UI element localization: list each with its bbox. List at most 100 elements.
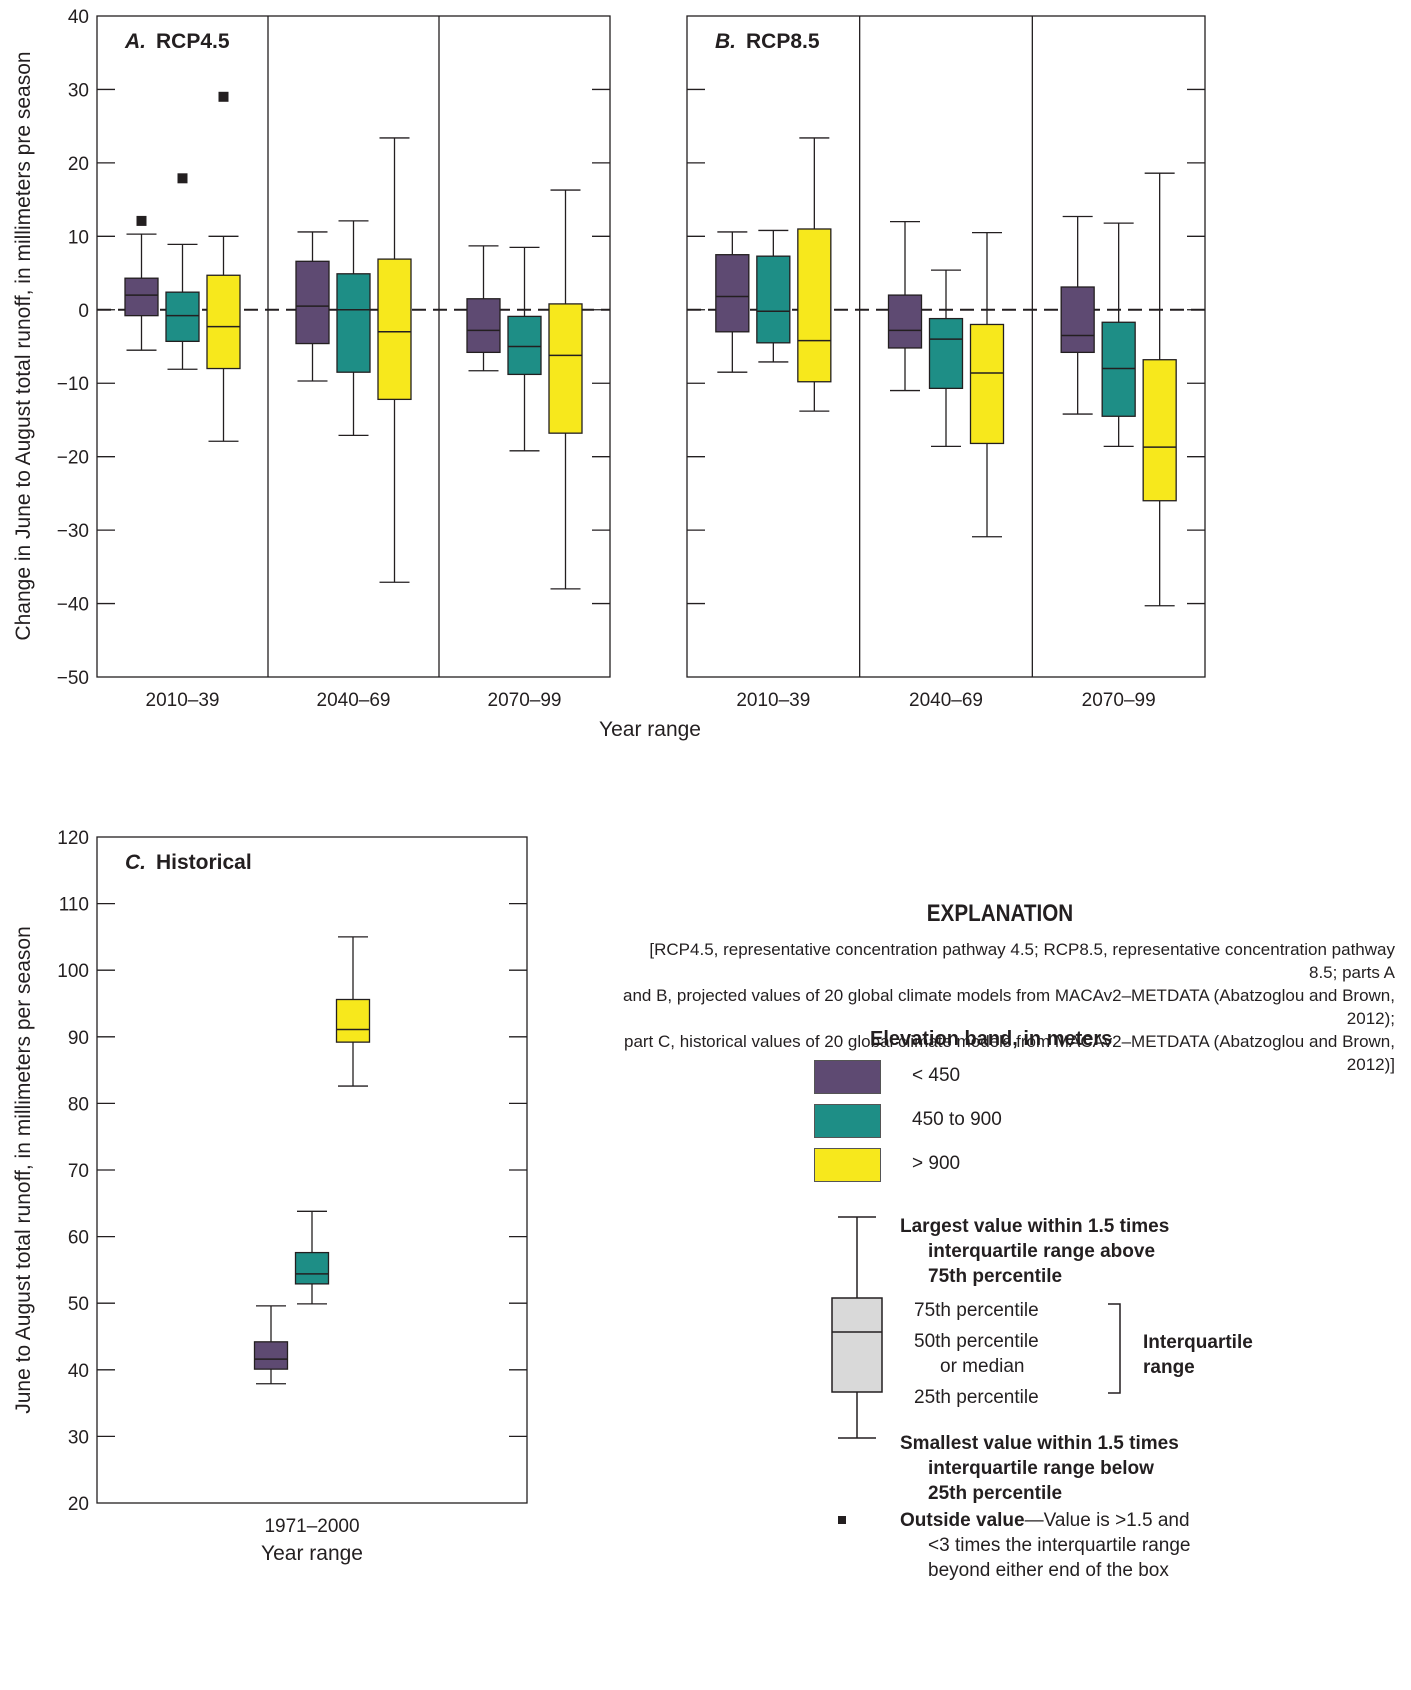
- largest-line: interquartile range above: [928, 1241, 1156, 1262]
- y-axis-label: June to August total runoff, in millimet…: [12, 926, 35, 1414]
- y-tick-label: −50: [57, 668, 89, 689]
- box-900: [206, 91, 241, 442]
- box-450-to-900: [928, 269, 964, 448]
- box-450-to-900: [336, 220, 371, 437]
- panel-letter: C.: [125, 851, 146, 874]
- example-outside-marker: [838, 1516, 846, 1524]
- iqr-line: Interquartile: [1143, 1332, 1253, 1353]
- smallest-line: Smallest value within 1.5 times: [900, 1433, 1179, 1454]
- panel-name: RCP4.5: [156, 30, 230, 53]
- x-category-label: 2010–39: [736, 690, 810, 711]
- y-tick-label: 0: [78, 301, 89, 322]
- x-category-label: 2010–39: [146, 690, 220, 711]
- legend-heading: EXPLANATION: [926, 900, 1074, 927]
- plot-frame: [96, 836, 528, 1504]
- explanation-legend: EXPLANATION [RCP4.5, representative conc…: [600, 900, 1400, 1620]
- y-tick-label: 30: [68, 80, 89, 101]
- iqr-box: [1142, 359, 1177, 502]
- box-450: [887, 220, 923, 392]
- example-box: [831, 1297, 883, 1393]
- p50-line: or median: [940, 1356, 1025, 1377]
- outside-line: <3 times the interquartile range: [928, 1535, 1191, 1556]
- outside-rest: —Value is >1.5 and: [1024, 1510, 1190, 1531]
- iqr-box: [336, 273, 371, 373]
- x-category-label: 1971–2000: [264, 1516, 359, 1537]
- y-tick-label: 100: [57, 961, 89, 982]
- legend-note-line: and B, projected values of 20 global cli…: [623, 986, 1395, 1028]
- iqr-box: [507, 315, 542, 376]
- y-tick-label: −10: [57, 374, 89, 395]
- outside-line: beyond either end of the box: [928, 1560, 1169, 1581]
- box-900: [377, 137, 412, 583]
- box-450-to-900: [1101, 222, 1136, 448]
- legend-label-low: < 450: [912, 1065, 961, 1086]
- legend-note: [RCP4.5, representative concentration pa…: [620, 938, 1395, 1076]
- legend-note-line: part C, historical values of 20 global c…: [623, 1032, 1395, 1074]
- y-axis-label: Change in June to August total runoff, i…: [12, 51, 35, 640]
- iqr-bracket: [1108, 1303, 1121, 1394]
- box-450: [124, 215, 159, 351]
- panel-title: C. Historical: [125, 851, 252, 874]
- p50-line: 50th percentile: [914, 1331, 1039, 1352]
- p75-label: 75th percentile: [914, 1300, 1039, 1321]
- legend-box-example: [831, 1216, 1121, 1524]
- y-tick-label: 20: [68, 154, 89, 175]
- box-450: [295, 231, 330, 382]
- iqr-label: Interquartile range: [1143, 1330, 1253, 1380]
- legend-swatch-low: [814, 1060, 881, 1094]
- box-450: [466, 245, 501, 372]
- iqr-box: [1060, 286, 1095, 354]
- y-tick-label: 30: [68, 1427, 89, 1448]
- y-tick-label: 40: [68, 1361, 89, 1382]
- box-900: [969, 232, 1005, 538]
- largest-value-text: Largest value within 1.5 times interquar…: [900, 1214, 1169, 1289]
- plot-frame: [96, 15, 611, 678]
- iqr-line: range: [1143, 1357, 1195, 1378]
- box-900: [548, 189, 583, 590]
- chart-panel-rcp85: 2010–39 2040–69 2070–99 B. RCP8.5: [686, 15, 1206, 711]
- box-900: [1142, 172, 1177, 607]
- box-900: [797, 137, 832, 412]
- panel-name: RCP8.5: [746, 30, 820, 53]
- outside-value-marker: [177, 173, 188, 184]
- box-450: [715, 231, 750, 373]
- iqr-box: [797, 228, 832, 383]
- box-450-to-900: [294, 1210, 330, 1305]
- y-tick-label: 60: [68, 1228, 89, 1249]
- chart-panel-historical: 20 30 40 50 60 70 80 90 100 110 120 1971–2000 C. Hist…: [12, 828, 528, 1565]
- y-tick-label: 120: [57, 828, 89, 849]
- smallest-value-text: Smallest value within 1.5 times interqua…: [900, 1431, 1179, 1506]
- iqr-box: [466, 298, 501, 354]
- x-category-label: 2070–99: [488, 690, 562, 711]
- iqr-box: [253, 1341, 289, 1370]
- legend-note-line: [RCP4.5, representative concentration pa…: [649, 940, 1395, 982]
- iqr-box: [928, 317, 964, 390]
- largest-line: 75th percentile: [928, 1266, 1063, 1287]
- iqr-box: [294, 1251, 330, 1285]
- y-tick-label: −30: [57, 521, 89, 542]
- legend-label-mid: 450 to 900: [912, 1109, 1002, 1130]
- iqr-box: [377, 258, 412, 401]
- panel-name: Historical: [156, 851, 252, 874]
- legend-swatch-mid: [814, 1104, 881, 1138]
- iqr-box: [715, 254, 750, 333]
- y-tick-label: 20: [68, 1494, 89, 1515]
- panel-title: B. RCP8.5: [715, 30, 820, 53]
- iqr-box: [295, 260, 330, 345]
- iqr-box: [756, 255, 791, 344]
- y-tick-label: 80: [68, 1094, 89, 1115]
- p25-label: 25th percentile: [914, 1387, 1039, 1408]
- x-category-label: 2040–69: [909, 690, 983, 711]
- plot-frame: [686, 15, 1206, 678]
- y-tick-label: 90: [68, 1028, 89, 1049]
- iqr-box: [335, 998, 371, 1043]
- y-tick-label: −20: [57, 448, 89, 469]
- iqr-box: [206, 274, 241, 370]
- iqr-box: [165, 291, 200, 343]
- box-900: [335, 936, 371, 1087]
- iqr-box: [548, 303, 583, 434]
- y-tick-label: 50: [68, 1294, 89, 1315]
- box-450-to-900: [165, 173, 200, 370]
- outside-bold: Outside value: [900, 1510, 1025, 1531]
